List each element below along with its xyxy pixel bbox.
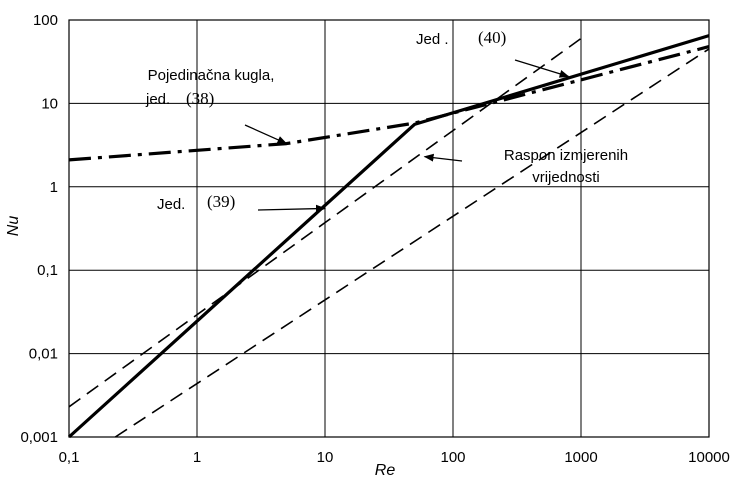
grid xyxy=(69,20,709,437)
series-line-dash-dot xyxy=(68,45,710,162)
y-tick-label: 0,001 xyxy=(20,429,58,446)
series-line-dashed xyxy=(68,37,582,408)
series-line-dashed xyxy=(114,48,710,438)
plot-frame xyxy=(68,19,710,438)
x-tick-label: 100 xyxy=(440,449,465,466)
annotation-eq-39-text: Jed. xyxy=(157,196,185,213)
series-group xyxy=(67,34,710,439)
y-tick-label: 10 xyxy=(41,95,58,112)
x-tick-label: 1 xyxy=(193,449,201,466)
annotation-single-sphere-text: jed. xyxy=(145,91,170,108)
annotation-eq-40-text: Jed . xyxy=(416,31,449,48)
x-tick-label: 0,1 xyxy=(59,449,80,466)
x-tick-label: 10 xyxy=(317,449,334,466)
y-tick-label: 1 xyxy=(50,179,58,196)
annotation-eq-39-ref: (39) xyxy=(207,192,235,211)
annotation-single-sphere-ref: (38) xyxy=(186,89,214,108)
tick-labels: 0,1 1 10 100 1000 10000 0,001 0,01 0,1 1 10 100 xyxy=(20,12,729,466)
y-tick-label: 0,1 xyxy=(37,262,58,279)
y-tick-label: 100 xyxy=(33,12,58,29)
y-axis-label: Nu xyxy=(5,216,22,237)
annotation-single-sphere-arrow xyxy=(244,124,288,145)
annotation-measured-range-text: vrijednosti xyxy=(532,169,600,186)
x-tick-label: 1000 xyxy=(564,449,597,466)
annotation-measured-range-text: Raspon izmjerenih xyxy=(504,147,628,164)
annotation-single-sphere-text: Pojedinačna kugla, xyxy=(148,67,275,84)
annotation-measured-range-arrow xyxy=(423,153,463,162)
annotation-eq-40-ref: (40) xyxy=(478,28,506,47)
series-line-solid xyxy=(67,34,710,439)
annotations: Pojedinačna kugla, jed. (38) Jed. (39) Jed . (… xyxy=(145,28,628,213)
x-tick-label: 10000 xyxy=(688,449,730,466)
y-tick-label: 0,01 xyxy=(29,346,58,363)
annotation-eq-39-arrow xyxy=(257,204,326,213)
annotation-eq-40-arrow xyxy=(514,59,570,78)
x-axis-label: Re xyxy=(375,462,396,477)
